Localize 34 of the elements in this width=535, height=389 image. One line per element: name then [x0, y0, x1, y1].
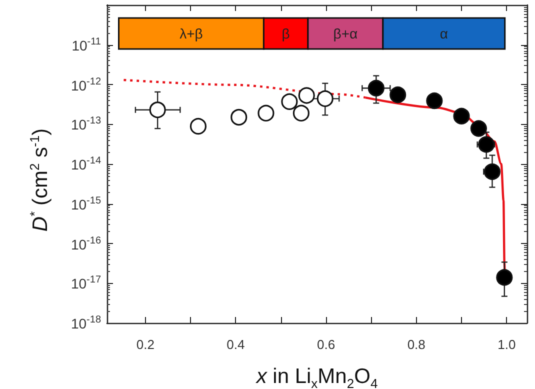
point: [149, 102, 166, 118]
x-axis-title: x in Li$_{x}$Mn$_{2}$O$_{4}$: [256, 364, 378, 389]
band-label: α: [440, 26, 448, 42]
point: [281, 93, 298, 110]
x-tick-label: 0.2: [136, 337, 154, 352]
x-tick-label: 0.4: [226, 337, 245, 352]
y-tick-label: 10$^{-13}$: [70, 116, 101, 133]
point: [316, 90, 334, 107]
y-tick-label: 10$^{-15}$: [70, 195, 101, 212]
y-tick-label: 10$^{-11}$: [72, 36, 101, 54]
point: [426, 92, 443, 110]
x-tick-label: 1.0: [498, 337, 516, 352]
point: [453, 108, 470, 124]
point: [390, 86, 406, 104]
point: [292, 104, 310, 122]
x-tick-label: 0.8: [407, 337, 426, 352]
band-label: β: [282, 26, 290, 42]
y-tick-label: 10$^{-14}$: [70, 156, 101, 173]
point: [258, 104, 274, 122]
x-tick-label: 0.6: [316, 337, 336, 352]
y-tick-label: 10$^{-17}$: [70, 274, 101, 292]
point: [230, 108, 248, 126]
point: [298, 87, 315, 104]
y-tick-label: 10$^{-18}$: [70, 314, 101, 332]
y-tick-label: 10$^{-12}$: [70, 76, 101, 94]
point: [478, 136, 495, 153]
band-label: λ+β: [180, 26, 203, 42]
point: [190, 118, 207, 135]
point: [470, 120, 487, 137]
band-label: β+α: [333, 26, 358, 42]
point: [368, 80, 384, 96]
point: [484, 163, 501, 180]
y-tick-label: 10$^{-16}$: [70, 235, 101, 252]
point: [496, 269, 513, 286]
